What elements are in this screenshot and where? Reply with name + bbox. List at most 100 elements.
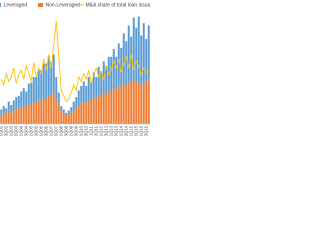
bar [37, 99, 40, 124]
x-tick-label: 1Q11 [88, 125, 93, 136]
bar [50, 62, 53, 96]
bar [75, 108, 78, 124]
bar [62, 112, 65, 124]
bar [47, 94, 50, 124]
bar [87, 76, 90, 100]
bar [0, 109, 3, 116]
bar [72, 101, 75, 111]
bar [25, 91, 28, 109]
bar [57, 103, 60, 124]
bar [10, 112, 13, 124]
bar [12, 100, 15, 111]
bar [12, 110, 15, 124]
bar [95, 99, 98, 124]
bar [97, 66, 100, 95]
bar [45, 63, 48, 100]
bar [100, 96, 103, 124]
bar [97, 94, 100, 124]
bar [35, 103, 38, 124]
bar [122, 33, 125, 84]
bar [60, 106, 63, 111]
bar [135, 81, 138, 124]
bar [25, 108, 28, 124]
x-tick-label: 1Q14 [118, 125, 123, 136]
bar [110, 56, 113, 93]
bar [120, 88, 123, 124]
bar [30, 104, 33, 124]
bar [105, 94, 108, 124]
legend-label: Non-Leveraged [46, 3, 81, 9]
bar [140, 35, 143, 86]
bar [15, 97, 18, 109]
bar [5, 113, 8, 124]
x-tick-label: 3Q10 [83, 125, 88, 136]
bar [115, 56, 118, 91]
bar [122, 83, 125, 124]
x-tick-label: 3Q03 [13, 125, 18, 136]
bar [67, 113, 70, 124]
x-tick-label: 1Q03 [8, 125, 13, 136]
bar [70, 107, 73, 113]
bar [30, 82, 33, 105]
bar [35, 76, 38, 104]
bar [117, 43, 120, 86]
x-tick-label: 3Q02 [3, 125, 8, 136]
bar [77, 90, 80, 107]
bar [145, 83, 148, 124]
x-tick-label: 3Q16 [143, 125, 148, 136]
bar [145, 38, 148, 84]
bar [17, 96, 20, 110]
bar [77, 106, 80, 124]
bar [142, 81, 145, 124]
bar [22, 106, 25, 124]
bar [82, 81, 85, 102]
background [0, 0, 150, 150]
x-tick-label: 3Q13 [113, 125, 118, 136]
bar [90, 101, 93, 124]
bar [15, 108, 18, 124]
bar [67, 110, 70, 114]
bar [112, 88, 115, 124]
bar [140, 85, 143, 124]
bar [20, 91, 23, 108]
x-tick-label: 3Q09 [73, 125, 78, 136]
bar [7, 110, 10, 124]
bar [147, 79, 150, 124]
x-tick-label: 1Q10 [78, 125, 83, 136]
bar [92, 97, 95, 124]
bar [52, 92, 55, 124]
bar [137, 83, 140, 124]
x-tick-label: 3Q12 [103, 125, 108, 136]
bar [132, 17, 135, 80]
bar [40, 70, 43, 102]
bar [75, 97, 78, 109]
bar [132, 79, 135, 124]
bar [125, 41, 128, 86]
bar [130, 36, 133, 84]
bar [37, 70, 40, 100]
x-tick-label: 1Q15 [128, 125, 133, 136]
bar [130, 83, 133, 124]
bar [115, 90, 118, 124]
x-tick-label: 3Q15 [133, 125, 138, 136]
bar [92, 72, 95, 98]
bar [42, 63, 45, 98]
x-tick-label: 3Q07 [53, 125, 58, 136]
x-tick-label: 1Q07 [48, 125, 53, 136]
bar [20, 107, 23, 124]
x-tick-label: 3Q11 [93, 125, 98, 136]
x-tick-label: 1Q04 [18, 125, 23, 136]
bar [80, 103, 83, 124]
bar [100, 71, 103, 96]
bar [57, 92, 60, 104]
bar [135, 27, 138, 82]
bar [105, 65, 108, 95]
bar [112, 48, 115, 89]
bar [5, 108, 8, 114]
bar [0, 115, 3, 124]
bar [27, 103, 30, 124]
bar [87, 99, 90, 124]
x-tick-label: 1Q13 [108, 125, 113, 136]
bar [47, 55, 50, 95]
bar [127, 81, 130, 124]
